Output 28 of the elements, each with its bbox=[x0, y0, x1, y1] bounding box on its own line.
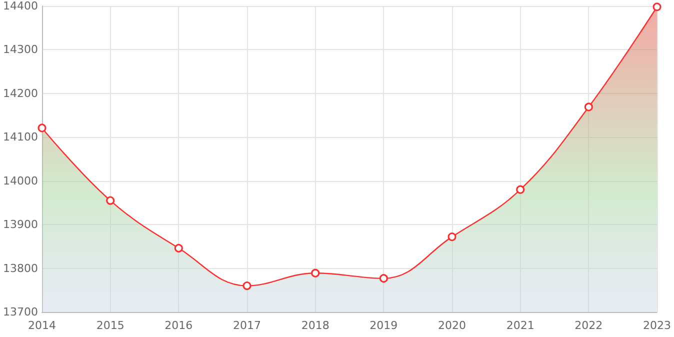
x-tick-label: 2020 bbox=[438, 319, 466, 332]
point bbox=[379, 274, 388, 283]
y-tick-label: 14100 bbox=[2, 130, 38, 144]
y-tick-label: 13800 bbox=[2, 262, 38, 275]
point bbox=[242, 282, 252, 290]
point bbox=[311, 268, 320, 278]
y-tick-label: 14300 bbox=[2, 43, 38, 56]
x-tick-label: 2022 bbox=[574, 319, 603, 332]
y-tick-label: 13700 bbox=[2, 306, 38, 318]
y-tick-label: 14000 bbox=[2, 174, 38, 188]
point bbox=[106, 196, 115, 205]
point bbox=[516, 185, 525, 194]
x-tick-label: 2023 bbox=[643, 319, 672, 332]
point bbox=[584, 102, 593, 112]
y-tick-label: 14400 bbox=[2, 0, 38, 12]
x-tick-label: 2014 bbox=[28, 319, 56, 332]
x-tick-label: 2018 bbox=[301, 319, 330, 332]
point bbox=[652, 2, 662, 12]
point bbox=[448, 232, 456, 242]
point bbox=[174, 244, 183, 252]
y-tick-label: 13900 bbox=[2, 218, 38, 232]
x-tick-label: 2016 bbox=[164, 319, 193, 332]
point bbox=[38, 124, 46, 132]
y-tick-label: 14200 bbox=[2, 86, 38, 100]
x-tick-label: 2021 bbox=[506, 319, 534, 332]
x-tick-label: 2019 bbox=[370, 319, 398, 332]
x-tick-label: 2017 bbox=[232, 319, 261, 332]
x-tick-label: 2015 bbox=[96, 319, 124, 332]
